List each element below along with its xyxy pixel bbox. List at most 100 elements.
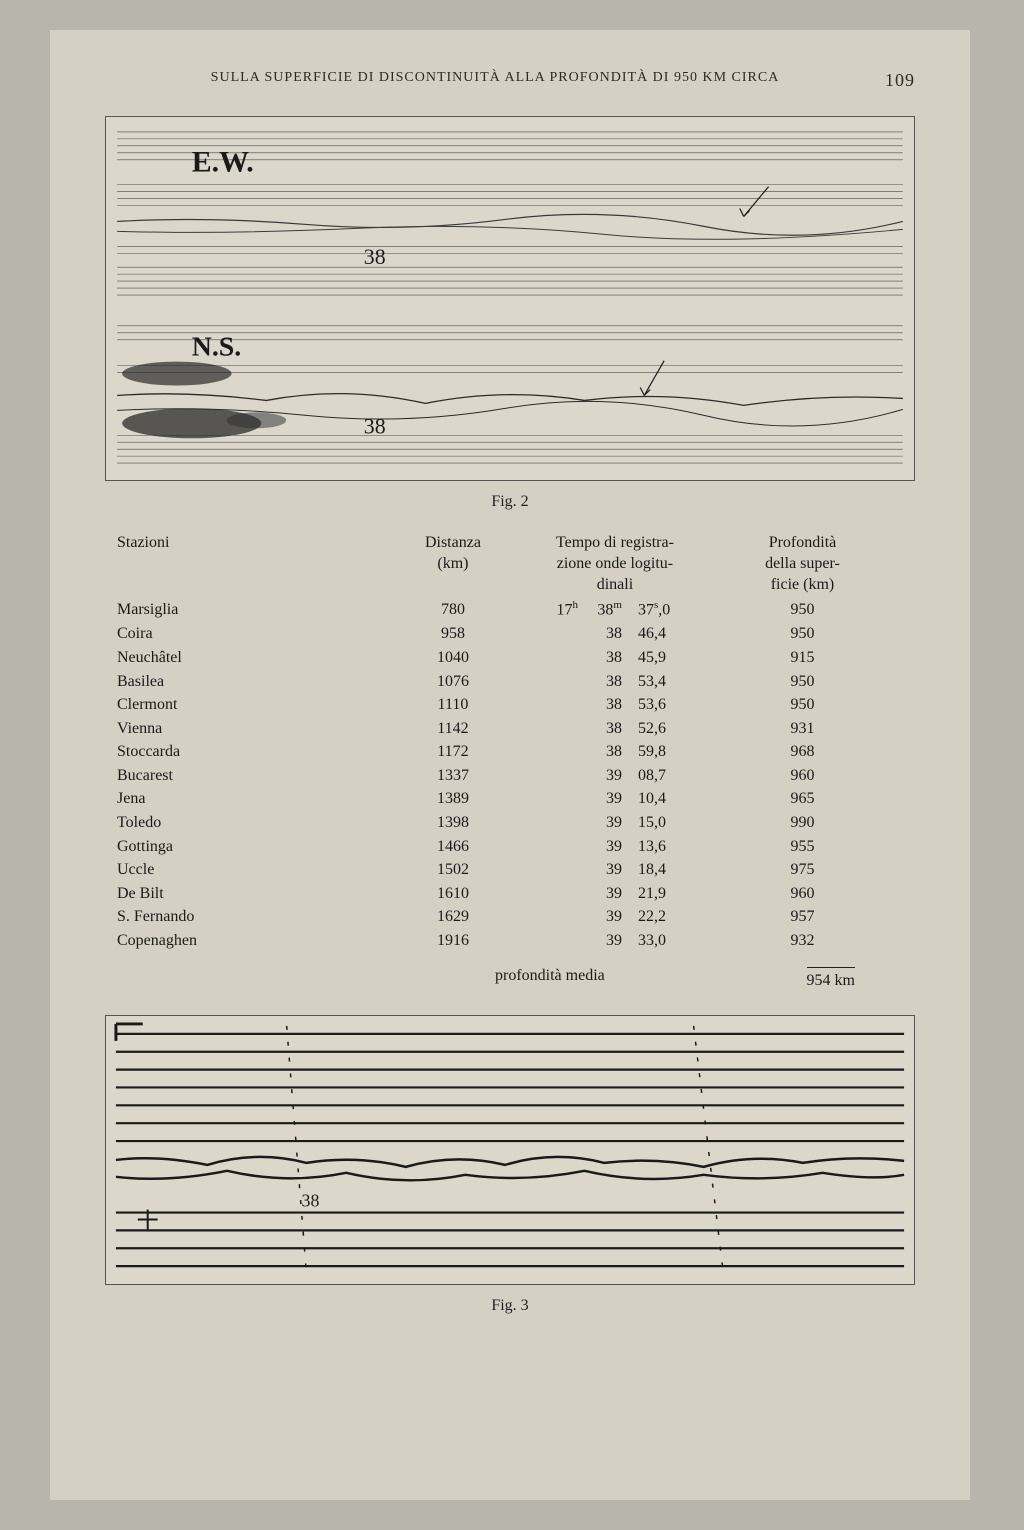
- cell-tempo-m: 39: [580, 787, 630, 811]
- table-row: Jena13893910,4965: [105, 787, 915, 811]
- data-table: Stazioni Distanza(km) Tempo di registra-…: [105, 531, 915, 953]
- cell-tempo-m: 39: [580, 905, 630, 929]
- cell-depth: 950: [690, 622, 915, 646]
- table-row: Neuchâtel10403845,9915: [105, 646, 915, 670]
- figure-3-seismogram: 38: [106, 1016, 914, 1284]
- cell-tempo-h: [540, 882, 580, 906]
- cell-distance: 1142: [366, 717, 540, 741]
- ns-label: N.S.: [192, 332, 242, 363]
- cell-tempo-s: 21,9: [630, 882, 690, 906]
- cell-tempo-h: [540, 835, 580, 859]
- cell-tempo-m: 38m: [580, 597, 630, 622]
- cell-tempo-s: 37s,0: [630, 597, 690, 622]
- cell-distance: 1172: [366, 740, 540, 764]
- cell-tempo-h: [540, 693, 580, 717]
- cell-station: Copenaghen: [105, 929, 366, 953]
- cell-station: Toledo: [105, 811, 366, 835]
- cell-station: Clermont: [105, 693, 366, 717]
- cell-station: Neuchâtel: [105, 646, 366, 670]
- media-row: profondità media 954 km: [105, 961, 915, 1015]
- fig3-marker-38: 38: [302, 1190, 320, 1210]
- header-title: SULLA SUPERFICIE DI DISCONTINUITÀ ALLA P…: [211, 70, 780, 85]
- cell-depth: 950: [690, 693, 915, 717]
- table-row: S. Fernando16293922,2957: [105, 905, 915, 929]
- table-row: Stoccarda11723859,8968: [105, 740, 915, 764]
- cell-depth: 950: [690, 670, 915, 694]
- cell-tempo-m: 38: [580, 646, 630, 670]
- cell-distance: 1610: [366, 882, 540, 906]
- cell-distance: 1076: [366, 670, 540, 694]
- cell-tempo-s: 46,4: [630, 622, 690, 646]
- figure-2-box: E.W. 38: [105, 116, 915, 481]
- cell-tempo-h: [540, 740, 580, 764]
- cell-tempo-h: [540, 858, 580, 882]
- cell-tempo-m: 38: [580, 740, 630, 764]
- cell-tempo-h: 17h: [540, 597, 580, 622]
- cell-tempo-m: 39: [580, 858, 630, 882]
- cell-depth: 955: [690, 835, 915, 859]
- cell-station: S. Fernando: [105, 905, 366, 929]
- cell-distance: 780: [366, 597, 540, 622]
- cell-depth: 957: [690, 905, 915, 929]
- cell-tempo-s: 08,7: [630, 764, 690, 788]
- cell-tempo-h: [540, 622, 580, 646]
- cell-station: Jena: [105, 787, 366, 811]
- cell-tempo-s: 53,4: [630, 670, 690, 694]
- cell-station: De Bilt: [105, 882, 366, 906]
- cell-tempo-m: 39: [580, 811, 630, 835]
- cell-tempo-s: 13,6: [630, 835, 690, 859]
- cell-station: Coira: [105, 622, 366, 646]
- cell-tempo-h: [540, 717, 580, 741]
- figure-2-seismogram: E.W. 38: [106, 117, 914, 480]
- cell-station: Vienna: [105, 717, 366, 741]
- table-row: Uccle15023918,4975: [105, 858, 915, 882]
- th-distanza: Distanza(km): [366, 531, 540, 597]
- cell-tempo-h: [540, 670, 580, 694]
- th-tempo: Tempo di registra-zione onde logitu-dina…: [540, 531, 690, 597]
- figure-3-caption: Fig. 3: [105, 1297, 915, 1315]
- table-row: Bucarest13373908,7960: [105, 764, 915, 788]
- cell-depth: 915: [690, 646, 915, 670]
- cell-tempo-s: 53,6: [630, 693, 690, 717]
- cell-tempo-s: 18,4: [630, 858, 690, 882]
- cell-depth: 960: [690, 882, 915, 906]
- th-profondita: Profonditàdella super-ficie (km): [690, 531, 915, 597]
- cell-distance: 1629: [366, 905, 540, 929]
- cell-tempo-m: 39: [580, 929, 630, 953]
- cell-station: Bucarest: [105, 764, 366, 788]
- table-row: Vienna11423852,6931: [105, 717, 915, 741]
- cell-distance: 1389: [366, 787, 540, 811]
- marker-38-bottom: 38: [364, 414, 386, 438]
- cell-distance: 1110: [366, 693, 540, 717]
- cell-distance: 958: [366, 622, 540, 646]
- cell-tempo-m: 38: [580, 622, 630, 646]
- cell-tempo-s: 15,0: [630, 811, 690, 835]
- cell-station: Gottinga: [105, 835, 366, 859]
- table-row: Coira958 3846,4950: [105, 622, 915, 646]
- figure-3-box: 38: [105, 1015, 915, 1285]
- cell-distance: 1398: [366, 811, 540, 835]
- cell-tempo-h: [540, 929, 580, 953]
- table-row: Marsiglia78017h38m37s,0950: [105, 597, 915, 622]
- cell-tempo-m: 38: [580, 670, 630, 694]
- table-row: Clermont11103853,6950: [105, 693, 915, 717]
- cell-depth: 931: [690, 717, 915, 741]
- cell-depth: 990: [690, 811, 915, 835]
- cell-tempo-h: [540, 787, 580, 811]
- page-number: 109: [885, 70, 915, 91]
- cell-station: Stoccarda: [105, 740, 366, 764]
- table-row: Basilea1076 3853,4950: [105, 670, 915, 694]
- cell-station: Uccle: [105, 858, 366, 882]
- cell-station: Marsiglia: [105, 597, 366, 622]
- cell-depth: 950: [690, 597, 915, 622]
- cell-tempo-m: 39: [580, 764, 630, 788]
- cell-station: Basilea: [105, 670, 366, 694]
- cell-depth: 968: [690, 740, 915, 764]
- cell-depth: 975: [690, 858, 915, 882]
- table-body: Marsiglia78017h38m37s,0950Coira9583846,4…: [105, 597, 915, 952]
- marker-38-top: 38: [364, 245, 386, 269]
- cell-depth: 932: [690, 929, 915, 953]
- cell-tempo-h: [540, 811, 580, 835]
- cell-tempo-h: [540, 764, 580, 788]
- page-container: SULLA SUPERFICIE DI DISCONTINUITÀ ALLA P…: [50, 30, 970, 1500]
